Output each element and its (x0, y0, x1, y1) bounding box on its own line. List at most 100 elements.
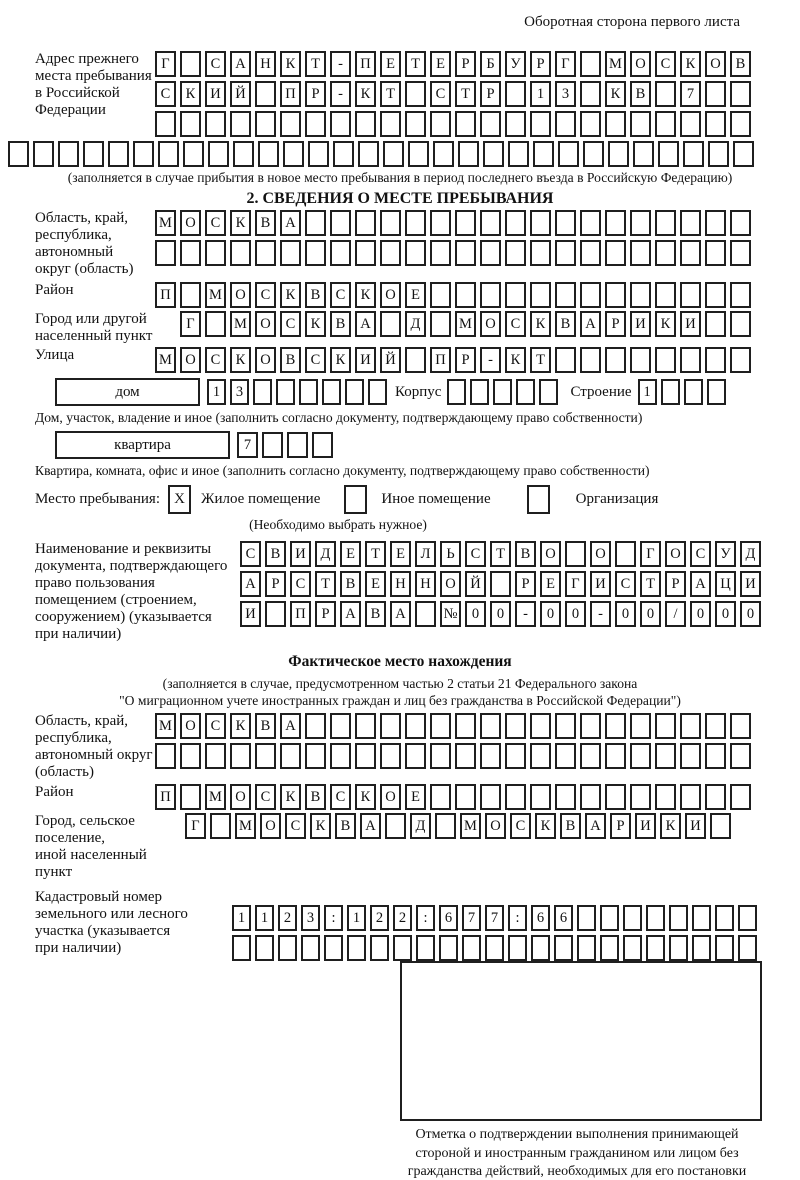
char-cell[interactable]: М (155, 210, 176, 236)
char-cell[interactable] (299, 379, 318, 405)
char-cell[interactable]: Г (155, 51, 176, 77)
char-cell[interactable] (630, 347, 651, 373)
char-cell[interactable] (430, 240, 451, 266)
char-cell[interactable] (669, 935, 688, 961)
char-cell[interactable] (155, 240, 176, 266)
char-cell[interactable] (322, 379, 341, 405)
char-cell[interactable] (605, 111, 626, 137)
char-cell[interactable]: О (180, 713, 201, 739)
char-cell[interactable]: К (280, 784, 301, 810)
char-cell[interactable] (430, 743, 451, 769)
char-cell[interactable]: - (515, 601, 536, 627)
char-cell[interactable]: П (430, 347, 451, 373)
char-cell[interactable]: Е (405, 282, 426, 308)
char-cell[interactable]: Й (465, 571, 486, 597)
char-cell[interactable] (480, 111, 501, 137)
char-cell[interactable]: Т (490, 541, 511, 567)
char-cell[interactable]: К (180, 81, 201, 107)
char-cell[interactable] (630, 784, 651, 810)
char-cell[interactable] (430, 282, 451, 308)
char-cell[interactable]: С (615, 571, 636, 597)
char-cell[interactable] (355, 111, 376, 137)
char-cell[interactable]: А (585, 813, 606, 839)
char-cell[interactable] (380, 311, 401, 337)
char-cell[interactable]: 3 (555, 81, 576, 107)
char-cell[interactable] (580, 240, 601, 266)
char-cell[interactable]: О (255, 347, 276, 373)
char-cell[interactable] (655, 210, 676, 236)
char-cell[interactable] (605, 347, 626, 373)
char-cell[interactable] (580, 713, 601, 739)
char-cell[interactable] (605, 784, 626, 810)
char-cell[interactable] (705, 743, 726, 769)
char-cell[interactable] (505, 240, 526, 266)
char-cell[interactable] (580, 282, 601, 308)
char-cell[interactable] (680, 713, 701, 739)
char-cell[interactable]: К (355, 282, 376, 308)
char-cell[interactable] (405, 743, 426, 769)
char-cell[interactable]: С (465, 541, 486, 567)
char-cell[interactable] (577, 935, 596, 961)
char-cell[interactable] (508, 935, 527, 961)
char-cell[interactable] (276, 379, 295, 405)
char-cell[interactable] (530, 111, 551, 137)
char-cell[interactable] (405, 210, 426, 236)
char-cell[interactable]: С (280, 311, 301, 337)
char-cell[interactable]: Р (315, 601, 336, 627)
char-cell[interactable]: И (740, 571, 761, 597)
char-cell[interactable]: О (230, 784, 251, 810)
char-cell[interactable]: В (560, 813, 581, 839)
char-cell[interactable]: 1 (255, 905, 274, 931)
char-cell[interactable]: 7 (680, 81, 701, 107)
char-cell[interactable] (108, 141, 129, 167)
char-cell[interactable]: О (180, 210, 201, 236)
char-cell[interactable] (330, 743, 351, 769)
char-cell[interactable] (308, 141, 329, 167)
char-cell[interactable]: Е (340, 541, 361, 567)
char-cell[interactable]: Р (605, 311, 626, 337)
char-cell[interactable] (730, 210, 751, 236)
char-cell[interactable] (183, 141, 204, 167)
char-cell[interactable] (305, 713, 326, 739)
char-cell[interactable] (655, 81, 676, 107)
char-cell[interactable]: А (355, 311, 376, 337)
char-cell[interactable] (58, 141, 79, 167)
char-cell[interactable]: Н (415, 571, 436, 597)
char-cell[interactable]: 0 (565, 601, 586, 627)
char-cell[interactable]: О (230, 282, 251, 308)
char-cell[interactable]: 0 (490, 601, 511, 627)
char-cell[interactable] (738, 935, 757, 961)
char-cell[interactable] (462, 935, 481, 961)
char-cell[interactable]: Г (555, 51, 576, 77)
char-cell[interactable]: И (590, 571, 611, 597)
char-cell[interactable] (630, 210, 651, 236)
char-cell[interactable] (210, 813, 231, 839)
char-cell[interactable] (480, 784, 501, 810)
char-cell[interactable]: Т (365, 541, 386, 567)
char-cell[interactable]: С (255, 282, 276, 308)
char-cell[interactable] (230, 743, 251, 769)
char-cell[interactable] (630, 240, 651, 266)
char-cell[interactable] (480, 240, 501, 266)
char-cell[interactable] (505, 713, 526, 739)
char-cell[interactable] (355, 713, 376, 739)
char-cell[interactable]: Р (455, 347, 476, 373)
char-cell[interactable]: К (280, 51, 301, 77)
char-cell[interactable]: 7 (485, 905, 504, 931)
char-cell[interactable] (655, 111, 676, 137)
char-cell[interactable] (305, 111, 326, 137)
char-cell[interactable]: И (635, 813, 656, 839)
char-cell[interactable]: Е (380, 51, 401, 77)
char-cell[interactable]: Г (640, 541, 661, 567)
char-cell[interactable] (405, 240, 426, 266)
char-cell[interactable] (205, 743, 226, 769)
char-cell[interactable] (253, 379, 272, 405)
char-cell[interactable] (205, 311, 226, 337)
char-cell[interactable] (133, 141, 154, 167)
char-cell[interactable]: К (535, 813, 556, 839)
char-cell[interactable] (705, 347, 726, 373)
char-cell[interactable]: П (280, 81, 301, 107)
char-cell[interactable] (730, 347, 751, 373)
char-cell[interactable] (255, 111, 276, 137)
char-cell[interactable]: И (355, 347, 376, 373)
